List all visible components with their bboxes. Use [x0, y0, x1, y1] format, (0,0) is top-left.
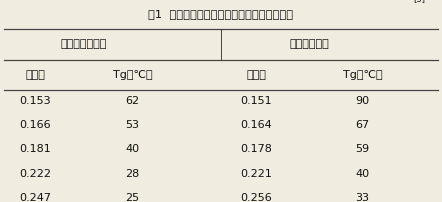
Text: Tg（℃）: Tg（℃） [343, 70, 382, 80]
Text: [3]: [3] [413, 0, 425, 3]
Text: 0.178: 0.178 [240, 144, 272, 155]
Text: 含湿量: 含湿量 [247, 70, 266, 80]
Text: 28: 28 [126, 169, 140, 179]
Text: 0.247: 0.247 [19, 193, 51, 202]
Text: 0.181: 0.181 [19, 144, 51, 155]
Text: Tg（℃）: Tg（℃） [113, 70, 152, 80]
Text: 0.256: 0.256 [240, 193, 272, 202]
Text: 25: 25 [126, 193, 140, 202]
Text: 大然小麦淀粉: 大然小麦淀粉 [290, 39, 329, 49]
Text: 表1  淀粉的玻璃化转变温度与水分含量的关系: 表1 淀粉的玻璃化转变温度与水分含量的关系 [149, 9, 293, 19]
Text: 40: 40 [126, 144, 140, 155]
Text: 59: 59 [355, 144, 370, 155]
Text: 90: 90 [355, 96, 370, 106]
Text: 33: 33 [355, 193, 370, 202]
Text: 含湿量: 含湿量 [26, 70, 45, 80]
Text: 预糊化小麦淀粉: 预糊化小麦淀粉 [61, 39, 107, 49]
Text: 0.153: 0.153 [19, 96, 51, 106]
Text: 40: 40 [355, 169, 370, 179]
Text: 0.166: 0.166 [19, 120, 51, 130]
Text: 53: 53 [126, 120, 140, 130]
Text: 67: 67 [355, 120, 370, 130]
Text: 0.222: 0.222 [19, 169, 51, 179]
Text: 0.151: 0.151 [240, 96, 272, 106]
Text: 0.221: 0.221 [240, 169, 272, 179]
Text: 62: 62 [126, 96, 140, 106]
Text: 0.164: 0.164 [240, 120, 272, 130]
